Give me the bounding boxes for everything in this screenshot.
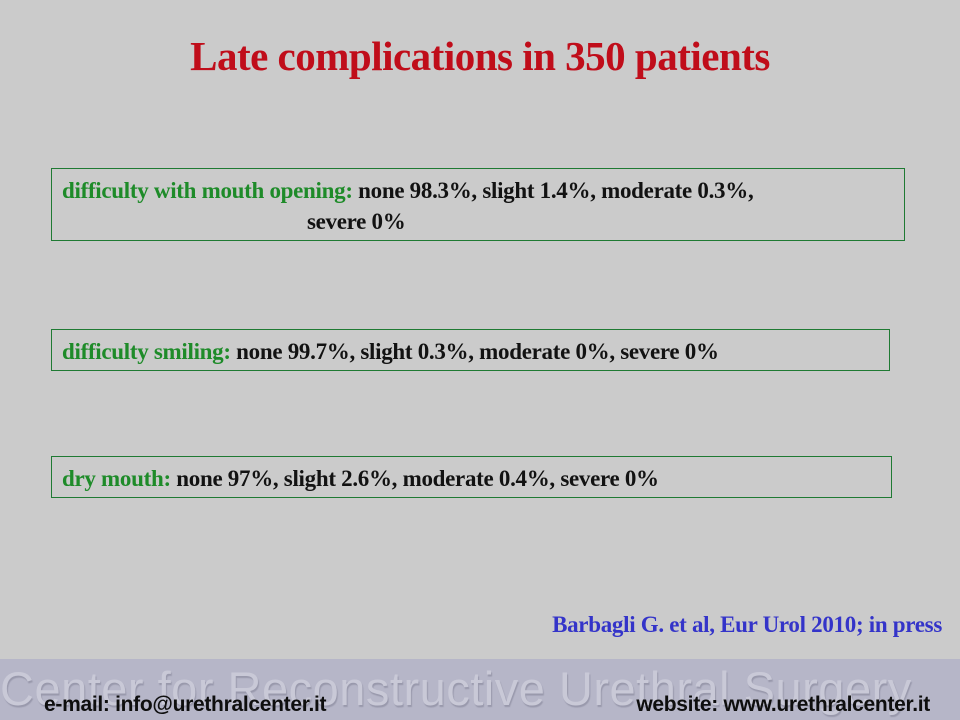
stat-label: difficulty smiling: <box>62 339 231 364</box>
stat-values: none 98.3%, slight 1.4%, moderate 0.3%, <box>352 178 754 203</box>
stat-label: dry mouth: <box>62 466 171 491</box>
watermark-text: Center for Reconstructive Urethral Surge… <box>0 662 912 715</box>
page-title: Late complications in 350 patients <box>190 33 770 79</box>
stat-box-mouth-opening: difficulty with mouth opening: none 98.3… <box>51 168 905 241</box>
stat-values-line2: severe 0% <box>307 209 406 234</box>
stat-values: none 99.7%, slight 0.3%, moderate 0%, se… <box>230 339 719 364</box>
email-text: e-mail: info@urethralcenter.it <box>44 693 327 716</box>
citation-text: Barbagli G. et al, Eur Urol 2010; in pre… <box>552 612 942 637</box>
website-text: website: www.urethralcenter.it <box>636 693 930 716</box>
stat-values: none 97%, slight 2.6%, moderate 0.4%, se… <box>170 466 659 491</box>
footer-band: Center for Reconstructive Urethral Surge… <box>0 659 960 720</box>
stat-box-line1: difficulty with mouth opening: none 98.3… <box>62 175 894 206</box>
stat-box-dry-mouth: dry mouth: none 97%, slight 2.6%, modera… <box>51 456 892 498</box>
stat-label: difficulty with mouth opening: <box>62 178 353 203</box>
stat-box-smiling: difficulty smiling: none 99.7%, slight 0… <box>51 329 890 371</box>
